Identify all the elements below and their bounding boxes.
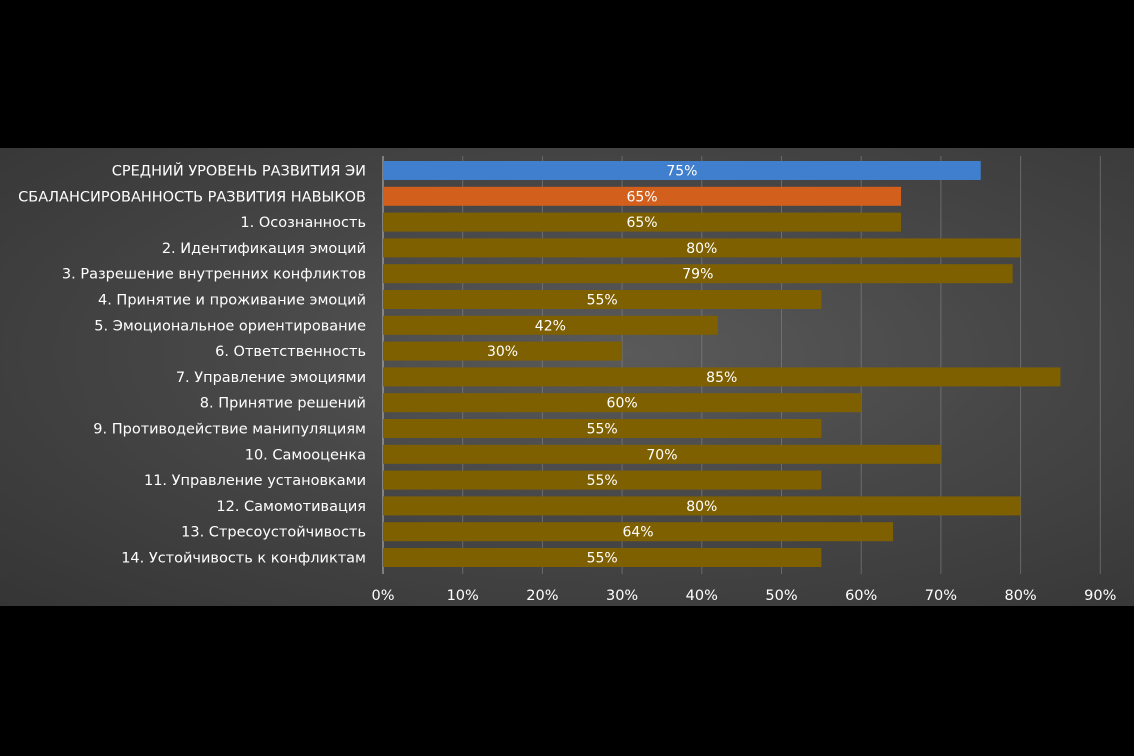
bar [383,161,981,180]
x-axis-ticks: 0% 10% 20% 30% 40% 50% 60% 70% 80% 90% [371,588,1116,604]
data-label: 79% [682,267,713,283]
x-tick-label: 80% [1004,588,1036,604]
data-label: 60% [607,396,638,412]
bar [383,470,822,490]
category-label: 6. Ответственность [215,344,366,360]
data-label: 70% [646,447,677,463]
x-tick-label: 90% [1084,588,1116,604]
category-label: 11. Управление установками [144,473,366,489]
data-label: 30% [487,344,518,360]
bar [383,548,822,567]
category-label: 12. Самомотивация [216,499,366,515]
bar [383,341,623,361]
bar [383,290,822,309]
data-label: 55% [587,551,618,567]
data-label: 80% [686,499,717,515]
bar [383,315,718,335]
bar [383,444,941,464]
x-tick-label: 0% [371,588,394,604]
category-label: 4. Принятие и проживание эмоций [98,293,366,309]
data-label: 55% [587,293,618,309]
bar [383,367,1061,387]
bar [383,393,862,413]
category-label: 5. Эмоциональное ориентирование [94,318,366,334]
bar [383,264,1013,284]
data-label: 85% [706,370,737,386]
x-tick-label: 60% [845,588,877,604]
data-label: 42% [535,318,566,334]
bars [383,161,1061,567]
x-tick-label: 40% [686,588,718,604]
data-label: 65% [626,215,657,231]
data-label: 65% [626,189,657,205]
bar [383,419,822,438]
x-tick-label: 30% [606,588,638,604]
category-label: СРЕДНИЙ УРОВЕНЬ РАЗВИТИЯ ЭИ [112,162,366,180]
category-label: 2. Идентификация эмоций [162,241,366,257]
category-label: 10. Самооценка [245,447,366,463]
category-labels: СРЕДНИЙ УРОВЕНЬ РАЗВИТИЯ ЭИ СБАЛАНСИРОВАН… [18,162,366,567]
category-label: 3. Разрешение внутренних конфликтов [62,267,366,283]
category-label: 8. Принятие решений [200,396,366,412]
data-labels: 75% 65% 65% 80% 79% 55% 42% 30% 85% 60% 55% 70% 55% 8… [487,164,737,567]
bar [383,238,1021,258]
chart-panel: СРЕДНИЙ УРОВЕНЬ РАЗВИТИЯ ЭИ СБАЛАНСИРОВАН… [0,148,1134,606]
bar [383,496,1021,516]
category-label: 13. Стресоустойчивость [181,525,366,541]
category-label: 7. Управление эмоциями [176,370,366,386]
bar [383,522,894,542]
category-label: 9. Противодействие манипуляциям [93,422,366,438]
category-label: 1. Осознанность [240,215,366,231]
x-tick-label: 50% [765,588,797,604]
data-label: 55% [587,422,618,438]
bar [383,212,902,232]
data-label: 75% [666,164,697,180]
bar [383,186,902,206]
data-label: 64% [622,525,653,541]
x-tick-label: 70% [925,588,957,604]
x-tick-label: 20% [526,588,558,604]
bar-chart: СРЕДНИЙ УРОВЕНЬ РАЗВИТИЯ ЭИ СБАЛАНСИРОВАН… [18,156,1116,604]
category-label: 14. Устойчивость к конфликтам [121,551,366,567]
data-label: 80% [686,241,717,257]
data-label: 55% [587,473,618,489]
x-tick-label: 10% [447,588,479,604]
category-label: СБАЛАНСИРОВАННОСТЬ РАЗВИТИЯ НАВЫКОВ [18,189,366,205]
